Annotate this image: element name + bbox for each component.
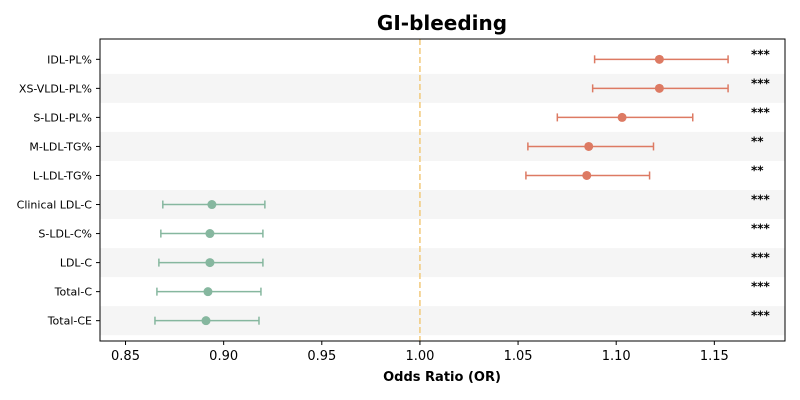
y-tick-label: IDL-PL% <box>47 53 92 66</box>
significance-label: *** <box>751 105 771 119</box>
x-tick-label: 1.15 <box>700 349 729 364</box>
estimate-row: *** <box>160 222 771 239</box>
estimate-row: ** <box>527 134 764 151</box>
estimate-point <box>205 229 215 239</box>
x-tick-label: 1.05 <box>504 349 533 364</box>
x-tick-label: 0.85 <box>111 349 140 364</box>
estimate-point <box>207 200 217 210</box>
significance-label: *** <box>751 76 771 90</box>
y-tick-label: XS-VLDL-PL% <box>19 82 92 95</box>
estimate-row: *** <box>156 280 771 297</box>
estimate-point <box>584 141 594 151</box>
estimate-point <box>203 287 213 297</box>
estimate-point <box>201 316 211 326</box>
row-band <box>100 131 785 161</box>
y-tick-label: LDL-C <box>60 257 93 270</box>
estimate-point <box>654 54 664 64</box>
y-tick-label: Total-C <box>54 286 93 299</box>
estimate-row: *** <box>591 76 771 93</box>
estimate-row: *** <box>162 193 771 210</box>
estimate-row: ** <box>525 163 764 180</box>
significance-label: *** <box>751 280 771 294</box>
y-tick-label: M-LDL-TG% <box>29 140 92 153</box>
significance-label: *** <box>751 193 771 207</box>
significance-label: *** <box>751 309 771 323</box>
x-tick-label: 0.90 <box>209 349 238 364</box>
y-axis: IDL-PL% XS-VLDL-PL% S-LDL-PL% M-LDL-TG% L-LD… <box>17 53 100 328</box>
significance-label: *** <box>751 251 771 265</box>
significance-label: *** <box>751 47 771 61</box>
x-tick-label: 0.95 <box>307 349 336 364</box>
estimate-row: *** <box>158 251 771 268</box>
significance-label: *** <box>751 222 771 236</box>
x-tick-label: 1.10 <box>602 349 631 364</box>
estimate-row: *** <box>593 47 771 64</box>
estimate-point <box>582 170 592 180</box>
y-tick-label: Total-CE <box>47 315 92 328</box>
estimate-row: *** <box>556 105 771 122</box>
estimate-row: *** <box>154 309 771 326</box>
y-tick-label: L-LDL-TG% <box>33 169 92 182</box>
estimate-point <box>654 83 664 93</box>
y-tick-label: S-LDL-C% <box>38 228 92 241</box>
y-tick-label: Clinical LDL-C <box>17 199 93 212</box>
x-axis-title: Odds Ratio (OR) <box>383 370 501 385</box>
y-tick-label: S-LDL-PL% <box>33 111 92 124</box>
x-tick-label: 1.00 <box>405 349 434 364</box>
significance-label: ** <box>751 134 764 148</box>
chart-title: GI-bleeding <box>377 11 507 35</box>
estimate-point <box>205 258 215 268</box>
x-axis: 0.85 0.90 0.95 1.00 1.05 1.10 1.15 <box>111 341 729 364</box>
estimate-point <box>617 112 627 122</box>
significance-label: ** <box>751 163 764 177</box>
plot-marks: **************************** <box>154 47 771 326</box>
plot-frame <box>99 38 786 342</box>
